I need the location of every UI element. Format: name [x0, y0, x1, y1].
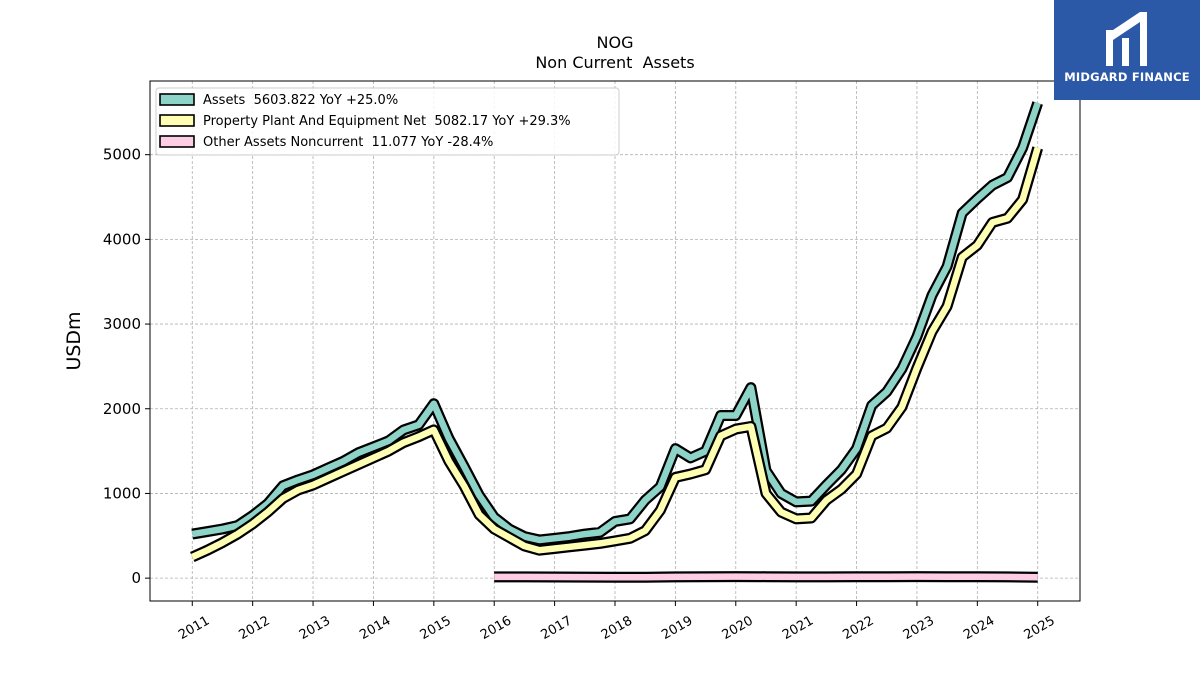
y-tick-label: 4000: [103, 230, 141, 248]
brand-logo: MIDGARD FINANCE: [1054, 0, 1200, 100]
y-tick-label: 3000: [103, 315, 141, 333]
brand-name: MIDGARD FINANCE: [1064, 70, 1190, 84]
x-tick-label: 2024: [961, 613, 997, 643]
legend: Assets 5603.822 YoY +25.0% Property Plan…: [155, 87, 620, 156]
x-tick-label: 2011: [176, 613, 212, 643]
x-tick-label: 2021: [780, 613, 816, 643]
y-axis-label: USDm: [63, 311, 85, 370]
x-tick-label: 2023: [901, 613, 937, 643]
chart-subtitle: Non Current Assets: [535, 53, 694, 72]
legend-swatch-other: [159, 135, 195, 148]
y-tick-label: 1000: [103, 484, 141, 502]
x-tick-label: 2020: [720, 613, 756, 643]
legend-label-other: Other Assets Noncurrent 11.077 YoY -28.4…: [203, 135, 493, 150]
y-tick-label: 5000: [103, 146, 141, 164]
x-tick-label: 2025: [1022, 613, 1058, 643]
series-group: [190, 101, 1043, 583]
legend-label-assets: Assets 5603.822 YoY +25.0%: [203, 93, 398, 108]
x-tick-label: 2017: [538, 613, 574, 643]
x-tick-label: 2014: [357, 613, 393, 643]
x-tick-label: 2012: [237, 613, 273, 643]
midgard-logo-icon: [1106, 12, 1147, 66]
y-tick-label: 2000: [103, 400, 141, 418]
x-tick-label: 2013: [297, 613, 333, 643]
x-axis: 2011 2012 2013 2014 2015 2016 2017 2018 2019 2020…: [176, 601, 1058, 643]
y-tick-label: 0: [131, 569, 141, 587]
legend-box: [155, 87, 620, 156]
legend-label-ppe: Property Plant And Equipment Net 5082.17…: [203, 114, 571, 129]
legend-swatch-ppe: [159, 114, 195, 127]
x-tick-label: 2016: [478, 613, 514, 643]
y-axis: 0 1000 2000 3000 4000 5000: [103, 146, 150, 587]
x-tick-label: 2015: [418, 613, 454, 643]
legend-swatch-assets: [159, 93, 195, 106]
series-0-line: [191, 101, 1041, 544]
x-tick-label: 2019: [659, 613, 695, 643]
series-1-line: [190, 146, 1041, 560]
chart-title: NOG: [597, 33, 634, 52]
x-tick-label: 2022: [840, 613, 876, 643]
x-tick-label: 2018: [599, 613, 635, 643]
series-2-line: [494, 573, 1038, 581]
